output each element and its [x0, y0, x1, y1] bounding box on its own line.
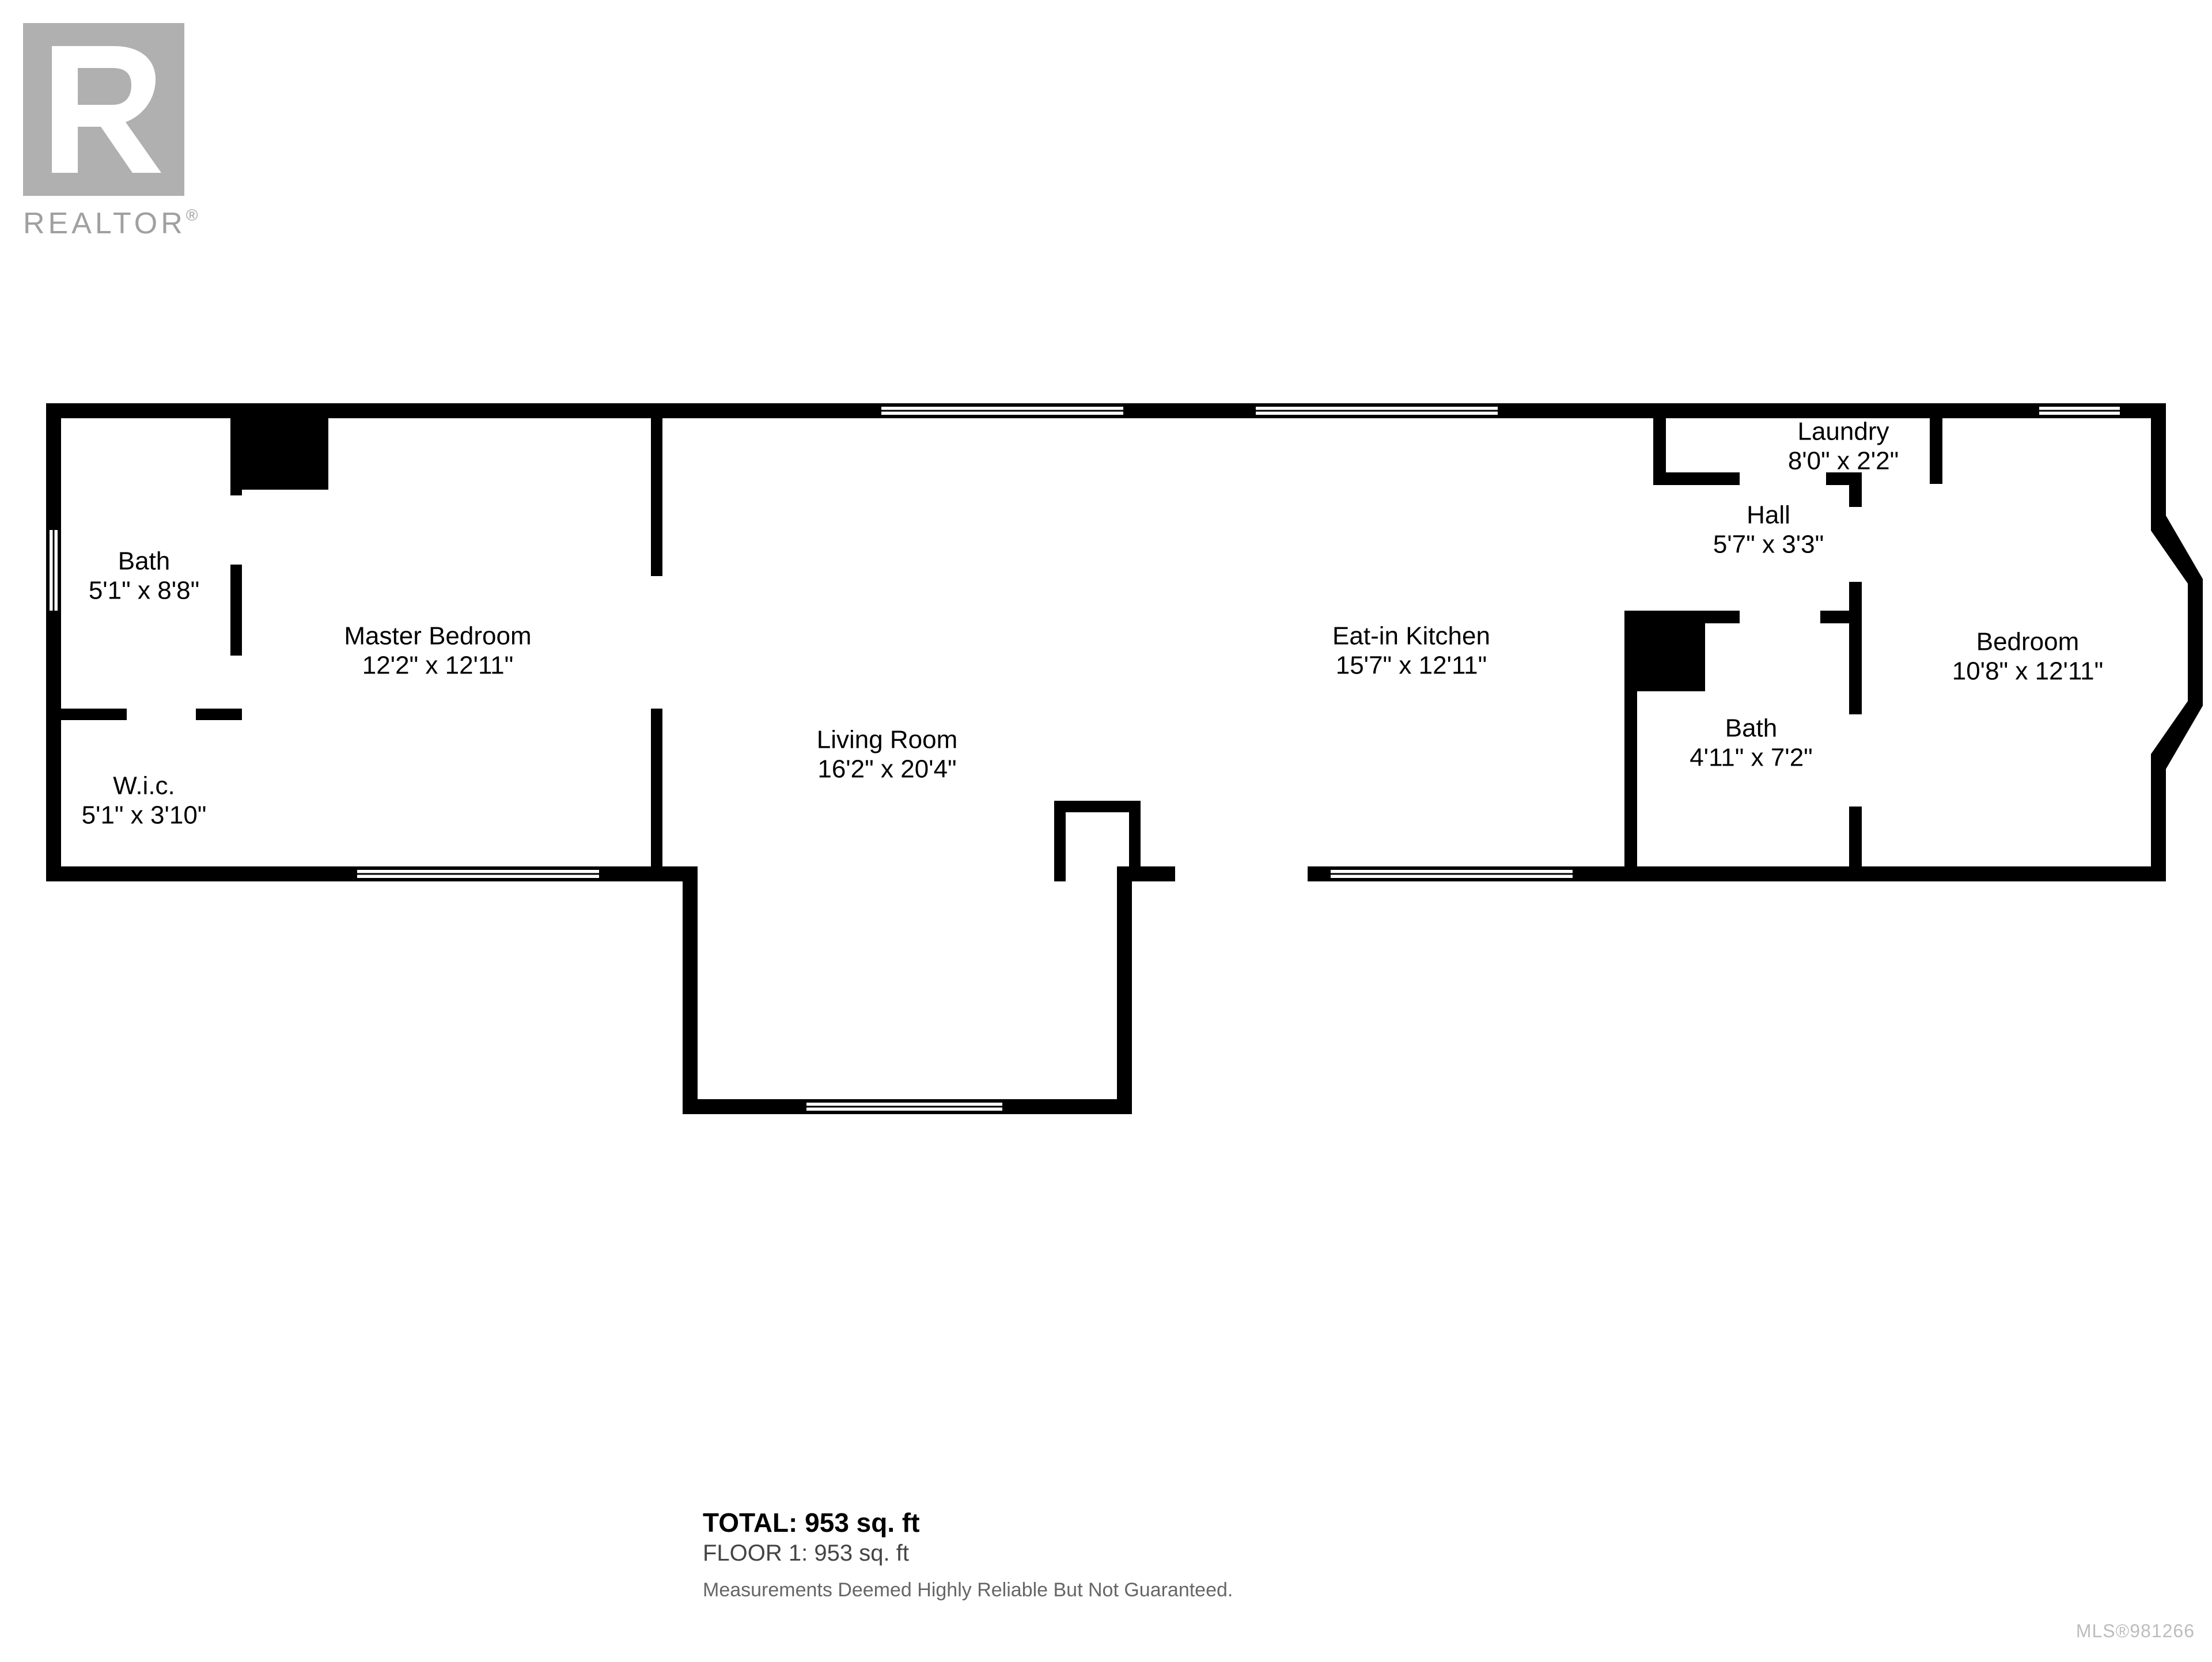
- room-dimension: 16'2" x 20'4": [817, 755, 958, 784]
- room-name: Eat-in Kitchen: [1332, 622, 1490, 650]
- total-value: 953 sq. ft: [805, 1508, 919, 1538]
- floor-label: FLOOR 1:: [703, 1540, 808, 1566]
- room-dimension: 4'11" x 7'2": [1690, 743, 1813, 773]
- room-name: Bath: [118, 547, 171, 575]
- room-name: Living Room: [817, 725, 958, 754]
- room-label-wic: W.i.c.5'1" x 3'10": [82, 771, 207, 830]
- total-label: TOTAL:: [703, 1508, 797, 1538]
- footer-disclaimer: Measurements Deemed Highly Reliable But …: [703, 1579, 1509, 1602]
- floorplan-stage: [0, 0, 2212, 1659]
- room-dimension: 12'2" x 12'11": [344, 651, 531, 680]
- room-name: Laundry: [1797, 417, 1889, 445]
- room-dimension: 15'7" x 12'11": [1332, 651, 1490, 680]
- floorplan-svg: [0, 0, 2212, 1659]
- room-name: Bedroom: [1976, 627, 2080, 656]
- room-dimension: 5'1" x 8'8": [89, 576, 199, 605]
- room-dimension: 5'7" x 3'3": [1713, 530, 1824, 559]
- room-label-laundry: Laundry8'0" x 2'2": [1788, 417, 1899, 475]
- room-name: Master Bedroom: [344, 622, 531, 650]
- room-label-hall: Hall5'7" x 3'3": [1713, 501, 1824, 559]
- room-dimension: 5'1" x 3'10": [82, 801, 207, 830]
- room-label-master: Master Bedroom12'2" x 12'11": [344, 622, 531, 680]
- room-label-living: Living Room16'2" x 20'4": [817, 725, 958, 783]
- footer-block: TOTAL: 953 sq. ft FLOOR 1: 953 sq. ft Me…: [703, 1507, 1509, 1602]
- room-label-kitchen: Eat-in Kitchen15'7" x 12'11": [1332, 622, 1490, 680]
- footer-total: TOTAL: 953 sq. ft: [703, 1507, 1509, 1538]
- floor-value: 953 sq. ft: [814, 1540, 909, 1566]
- room-name: W.i.c.: [113, 771, 175, 800]
- room-name: Hall: [1747, 501, 1790, 529]
- room-name: Bath: [1725, 714, 1778, 742]
- room-dimension: 8'0" x 2'2": [1788, 446, 1899, 476]
- room-label-bath1: Bath5'1" x 8'8": [89, 547, 199, 605]
- room-label-bedroom: Bedroom10'8" x 12'11": [1952, 627, 2104, 686]
- room-label-bath2: Bath4'11" x 7'2": [1690, 714, 1813, 772]
- footer-floor: FLOOR 1: 953 sq. ft: [703, 1540, 1509, 1566]
- mls-watermark: MLS®981266: [2076, 1621, 2195, 1642]
- room-dimension: 10'8" x 12'11": [1952, 657, 2104, 686]
